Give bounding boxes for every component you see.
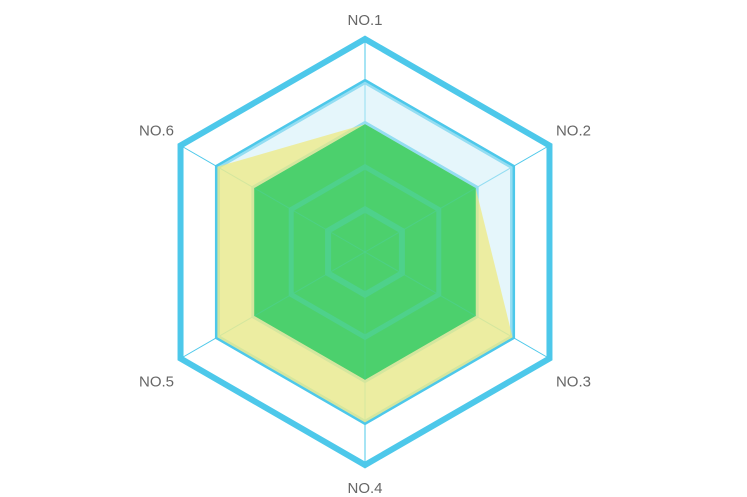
axis-labels: NO.1 NO.2 NO.3 NO.4 NO.5 NO.6 (139, 12, 591, 497)
inner-spoke (364, 187, 476, 253)
inner-spoke (254, 251, 366, 317)
axis-label: NO.3 (556, 374, 591, 391)
axis-label: NO.1 (347, 12, 382, 29)
grid-ring (177, 35, 553, 469)
axis-label: NO.2 (556, 123, 591, 140)
axis-label: NO.6 (139, 123, 174, 140)
inner-spoke (254, 187, 366, 253)
inner-spoke (364, 251, 476, 317)
axis-label: NO.4 (347, 480, 382, 497)
radar-inner-rings (254, 124, 476, 380)
axis-label: NO.5 (139, 374, 174, 391)
